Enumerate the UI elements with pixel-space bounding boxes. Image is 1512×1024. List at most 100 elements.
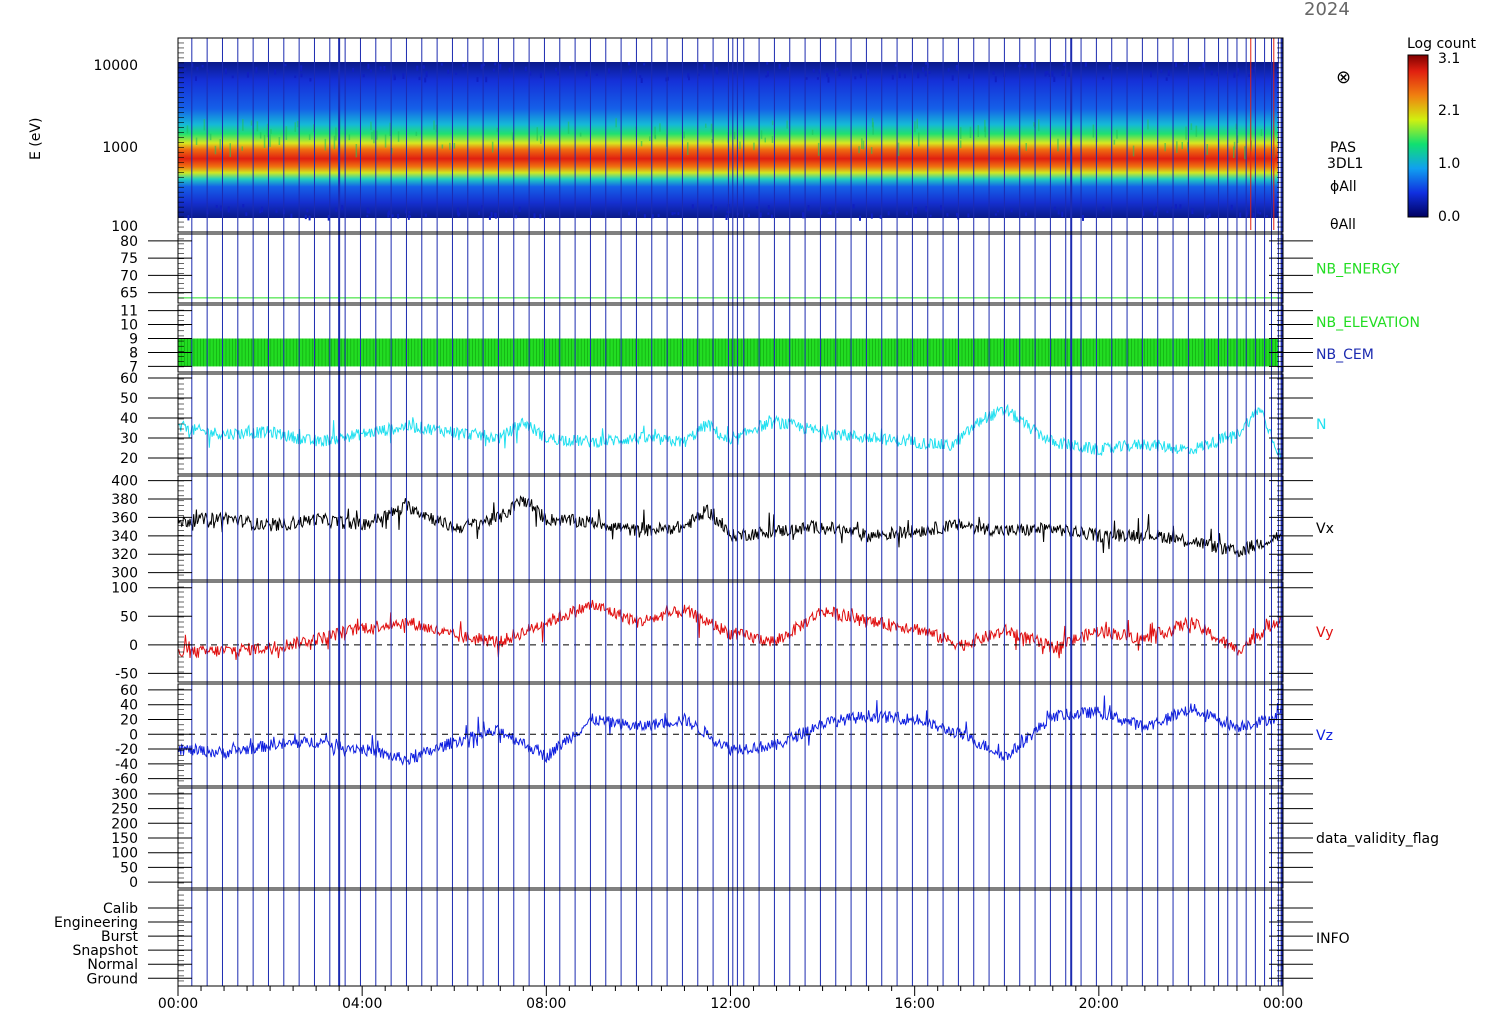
spectrogram-speckle <box>867 68 869 75</box>
spectrogram-speckle <box>666 76 669 81</box>
spectrogram-streak <box>397 131 400 142</box>
panel-ytick-label: -60 <box>115 772 138 788</box>
spectrogram-speckle <box>224 68 227 75</box>
spectrogram-speckle <box>1031 62 1034 69</box>
panel-label-secondary: NB_CEM <box>1316 347 1374 363</box>
spectrogram-speckle <box>766 62 769 65</box>
panel-ytick-label: 7 <box>129 359 138 375</box>
spectrogram-speckle <box>590 210 592 215</box>
panel-frame <box>177 475 1284 581</box>
spectrogram-speckle <box>275 209 278 213</box>
spectrogram-speckle <box>187 215 190 221</box>
panel-label: Vy <box>1316 625 1334 641</box>
spectrogram-speckle <box>703 64 706 70</box>
spectrogram-speckle <box>697 73 700 76</box>
spectrogram-speckle <box>1175 62 1177 68</box>
spectrogram-speckle <box>1259 212 1262 215</box>
panel-ytick-label: 100 <box>111 581 138 597</box>
colorbar-tick-1: 1.0 <box>1438 156 1460 172</box>
panel-ytick-label: 75 <box>120 251 138 267</box>
spectrogram-speckle <box>1142 210 1145 216</box>
spectrogram-speckle <box>215 204 218 208</box>
spectrogram-speckle <box>515 214 518 219</box>
spectrogram-streak <box>760 130 763 139</box>
spectrogram-speckle <box>352 68 355 72</box>
spectrogram-speckle <box>362 74 365 78</box>
panel-ytick-label: -40 <box>115 757 138 773</box>
spectrogram-speckle <box>1253 66 1256 72</box>
panel-ytick-label: 20 <box>120 713 138 729</box>
spectrogram-speckle <box>416 65 419 71</box>
panel-frame <box>177 787 1284 889</box>
spectrogram-speckle <box>657 213 660 217</box>
spectrogram-speckle <box>1018 64 1020 68</box>
spectrogram-streak <box>250 120 253 126</box>
spectrogram-streak <box>918 132 920 147</box>
panel-ytick-label: 380 <box>111 492 138 508</box>
spectrogram-streak <box>753 142 755 151</box>
panel-ytick-label: 60 <box>120 371 138 387</box>
spectrogram-speckle <box>898 72 901 79</box>
spectrogram-streak <box>861 138 863 149</box>
spectrogram-speckle <box>1210 70 1213 76</box>
spectrogram-speckle <box>490 212 493 218</box>
panel-frame <box>177 233 1284 304</box>
spectrogram-streak <box>1233 141 1236 150</box>
spectrogram-speckle <box>903 73 906 79</box>
spectrogram-speckle <box>802 212 805 219</box>
spectrogram-speckle <box>383 66 386 72</box>
spectrogram-speckle <box>915 207 917 212</box>
spectrogram-speckle <box>928 71 931 74</box>
spectrogram-speckle <box>778 63 781 69</box>
spectrogram-streak <box>764 137 766 143</box>
spectrogram-speckle <box>422 65 425 69</box>
spectrogram-speckle <box>366 207 369 214</box>
colorbar-title: Log count <box>1407 36 1476 52</box>
spectrogram-streak <box>335 127 337 141</box>
panel-ytick-label: 50 <box>120 860 138 876</box>
spectrogram-speckle <box>836 67 839 72</box>
spectrogram-speckle <box>308 215 311 221</box>
spectrogram-speckle <box>836 210 839 213</box>
spectrogram-speckle <box>992 71 995 75</box>
spectrogram-speckle <box>259 209 262 214</box>
spectrogram-speckle <box>956 212 958 217</box>
spectrogram-speckle <box>306 208 309 213</box>
spectrogram-speckle <box>485 76 488 83</box>
spectrogram-speckle <box>201 64 204 68</box>
spectrogram-streak <box>1057 138 1059 152</box>
spectrogram-speckle <box>1108 64 1111 70</box>
spectrogram-speckle <box>539 72 542 79</box>
spectrogram-speckle <box>195 76 197 81</box>
panel-frame <box>177 889 1284 987</box>
spectrogram-streak <box>615 118 617 128</box>
spectrogram-speckle <box>643 63 646 66</box>
panel-label: INFO <box>1316 931 1350 947</box>
spectrogram-streak <box>308 134 311 140</box>
spectrogram-streak <box>373 130 375 144</box>
spectrogram-speckle <box>1245 211 1248 217</box>
spectrogram-streak <box>449 142 451 150</box>
info-state-label: Ground <box>87 971 139 987</box>
panel-label: NB_ELEVATION <box>1316 315 1420 331</box>
spectrogram-streak <box>862 140 865 150</box>
spectrogram-speckle <box>608 68 610 74</box>
spectrogram-streak <box>1147 119 1149 130</box>
spectrogram-speckle <box>1179 204 1182 209</box>
spectrogram-speckle <box>1160 69 1163 73</box>
spectrogram-speckle <box>925 62 927 65</box>
spectrogram-speckle <box>756 206 759 209</box>
spectrogram-speckle <box>1061 211 1064 217</box>
spectrogram-streak <box>1206 144 1208 155</box>
spectrogram-speckle <box>585 71 588 77</box>
spectrogram-streak <box>984 119 986 132</box>
spectrogram-speckle <box>1202 62 1205 68</box>
spectrogram-speckle <box>227 206 230 213</box>
spectrogram-speckle <box>887 211 890 216</box>
spectrogram-streak <box>333 135 336 150</box>
spectrogram-speckle <box>1230 204 1233 210</box>
panel-ytick-label: 10 <box>120 318 138 334</box>
spectrogram-speckle <box>379 66 382 71</box>
panel-ytick-label: 9 <box>129 332 138 348</box>
